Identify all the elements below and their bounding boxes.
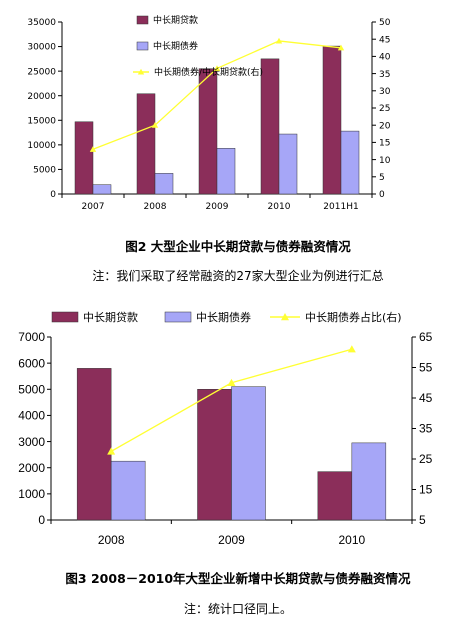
y-tick-label-left: 30000 — [27, 43, 56, 53]
legend-label: 中长期贷款 — [83, 310, 138, 324]
bar-loan — [136, 93, 156, 195]
legend-swatch-bond — [164, 311, 192, 323]
y-tick-label-left: 3000 — [18, 435, 45, 449]
y-tick-label-right: 5 — [419, 513, 426, 527]
ratio-point — [151, 122, 159, 128]
y-tick-label-left: 2000 — [18, 461, 45, 475]
bar-loan — [317, 471, 353, 521]
y-tick-label-left: 7000 — [18, 330, 45, 344]
y-tick-label-left: 15000 — [27, 116, 56, 126]
y-tick-label-right: 45 — [379, 35, 390, 45]
bar-loan — [322, 45, 342, 195]
figure-2-note: 注：统计口径同上。 — [183, 602, 292, 616]
bar-loan — [76, 368, 112, 521]
y-tick-label-right: 5 — [379, 173, 385, 183]
ratio-point — [107, 447, 116, 455]
y-tick-label-right: 15 — [379, 139, 390, 149]
bar-bond — [154, 173, 174, 195]
ratio-point — [275, 37, 283, 44]
bar-bond — [216, 148, 236, 195]
y-tick-label-right: 55 — [419, 361, 433, 375]
y-tick-label-left: 35000 — [27, 18, 56, 28]
legend-label: 中长期贷款 — [153, 14, 198, 26]
bar-loan — [197, 389, 232, 521]
legend-label: 中长期债券 — [153, 40, 198, 52]
legend-label: 中长期债券/中长期贷款(右) — [154, 66, 263, 78]
y-tick-label-right: 50 — [379, 18, 391, 28]
legend-swatch-loan — [136, 15, 149, 25]
y-tick-label-right: 25 — [419, 452, 433, 466]
y-tick-label-left: 0 — [38, 513, 45, 527]
y-tick-label-left: 0 — [50, 190, 56, 200]
bar-loan — [74, 121, 94, 195]
bar-bond — [340, 130, 360, 195]
ratio-point — [347, 345, 356, 353]
chart-2: 0 1000 2000 3000 4000 5000 6000 7000 5 15 25 35 45 55… — [18, 310, 433, 547]
y-tick-label-right: 15 — [419, 483, 433, 497]
y-tick-label-right: 10 — [379, 156, 391, 166]
legend-label: 中长期债券占比(右) — [305, 310, 402, 324]
legend-label: 中长期债券 — [196, 310, 251, 324]
x-tick-label: 2008 — [98, 533, 125, 547]
ratio-point — [227, 378, 236, 386]
y-tick-label-right: 40 — [379, 53, 391, 63]
y-tick-label-left: 5000 — [18, 382, 45, 396]
bar-bond — [110, 460, 146, 521]
y-tick-label-right: 20 — [379, 121, 391, 131]
y-tick-label-right: 0 — [379, 190, 385, 200]
legend-swatch-loan — [51, 311, 79, 323]
bar-loan — [198, 68, 218, 195]
y-tick-label-left: 10000 — [27, 141, 56, 151]
legend-swatch-bond — [136, 41, 149, 51]
bar-bond — [92, 184, 112, 195]
y-tick-label-left: 20000 — [27, 92, 56, 102]
y-tick-label-right: 45 — [419, 391, 433, 405]
x-tick-label: 2009 — [206, 202, 229, 212]
y-tick-label-right: 30 — [379, 87, 391, 97]
x-tick-label: 2010 — [268, 202, 291, 212]
bar-bond — [351, 442, 387, 521]
bar-bond — [231, 386, 266, 521]
legend-marker-ratio — [281, 313, 289, 321]
x-tick-label: 2010 — [338, 533, 365, 547]
y-tick-label-left: 4000 — [18, 409, 45, 423]
x-tick-label: 2007 — [82, 202, 105, 212]
figure-2-caption: 图3 2008－2010年大型企业新增中长期贷款与债券融资情况 — [65, 571, 411, 586]
y-tick-label-right: 35 — [379, 70, 390, 80]
ratio-point — [337, 44, 345, 51]
y-tick-label-right: 35 — [419, 422, 433, 436]
y-tick-label-right: 65 — [419, 330, 433, 344]
figure-1-note: 注：我们采取了经常融资的27家大型企业为例进行汇总 — [92, 269, 384, 283]
bar-bond — [278, 133, 298, 195]
x-tick-label: 2008 — [144, 202, 167, 212]
y-tick-label-left: 25000 — [27, 67, 56, 77]
bar-loan — [260, 58, 280, 195]
ratio-point — [89, 146, 97, 152]
chart-1: 0 5000 10000 15000 20000 25000 30000 35000 0 5 10 1… — [27, 14, 391, 212]
y-tick-label-left: 6000 — [18, 356, 45, 370]
y-tick-label-left: 1000 — [18, 487, 45, 501]
x-tick-label: 2009 — [218, 533, 245, 547]
legend-marker-ratio — [137, 68, 145, 75]
y-tick-label-left: 5000 — [33, 166, 56, 176]
figure-1-caption: 图2 大型企业中长期贷款与债券融资情况 — [125, 239, 351, 254]
y-tick-label-right: 25 — [379, 104, 390, 114]
x-tick-label: 2011H1 — [323, 202, 358, 212]
ratio-point — [213, 65, 221, 71]
